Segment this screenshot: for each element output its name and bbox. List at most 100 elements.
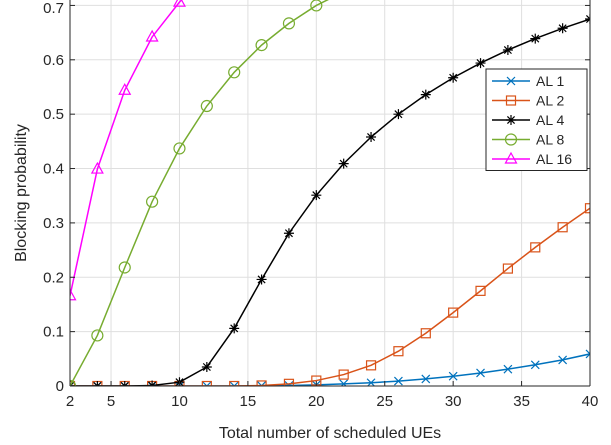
y-tick-label: 0.1 <box>43 324 64 341</box>
data-point-al-2 <box>502 263 513 274</box>
data-point-al-4 <box>338 158 349 169</box>
data-point-al-4 <box>311 190 322 201</box>
series-line-al-16 <box>70 0 183 296</box>
legend-label-al-8: AL 8 <box>536 132 564 148</box>
legend-marker-al-2 <box>505 95 517 106</box>
y-tick-label: 0.2 <box>43 269 64 286</box>
data-point-al-8 <box>282 17 296 30</box>
x-tick-label: 10 <box>171 393 188 410</box>
series-line-al-8 <box>70 0 329 386</box>
legend-marker-al-8 <box>504 133 518 146</box>
data-point-al-1 <box>175 381 184 386</box>
legend-entry-al-4: AL 4 <box>492 112 564 128</box>
data-point-al-2 <box>283 378 295 386</box>
x-tick-label: 40 <box>582 393 599 410</box>
legend-label-al-2: AL 2 <box>536 93 564 109</box>
legend-marker-al-16 <box>504 151 518 164</box>
series-line-al-1 <box>70 353 590 386</box>
y-tick-label: 0.4 <box>43 161 64 178</box>
data-point-al-8 <box>173 142 186 155</box>
legend-entry-al-16: AL 16 <box>492 151 572 167</box>
data-point-al-2 <box>201 380 212 386</box>
data-point-al-4 <box>475 58 486 69</box>
data-point-al-1 <box>503 364 513 374</box>
x-tick-label: 5 <box>107 393 115 410</box>
legend-entry-al-8: AL 8 <box>492 132 564 148</box>
data-point-al-16 <box>90 161 104 174</box>
data-point-al-4 <box>502 45 513 56</box>
data-point-al-1 <box>558 355 568 365</box>
data-point-al-2 <box>448 307 459 318</box>
x-tick-label: 2 <box>66 393 74 410</box>
data-point-al-8 <box>310 0 323 12</box>
data-point-al-2 <box>475 285 486 296</box>
data-point-al-1 <box>421 374 431 384</box>
data-point-al-8 <box>255 39 268 52</box>
legend-marker-al-4 <box>506 115 516 125</box>
data-point-al-16 <box>145 29 159 42</box>
data-point-al-2 <box>584 203 590 214</box>
x-axis-label: Total number of scheduled UEs <box>219 425 441 442</box>
data-point-al-2 <box>530 242 541 253</box>
y-tick-label: 0.7 <box>43 0 64 17</box>
data-point-al-1 <box>339 379 349 386</box>
data-point-al-4 <box>557 23 568 34</box>
y-tick-label: 0 <box>56 378 64 395</box>
series-al-4 <box>70 14 590 386</box>
y-tick-label: 0.6 <box>43 52 64 69</box>
data-point-al-4 <box>448 72 459 83</box>
data-point-al-2 <box>393 346 404 357</box>
legend-label-al-16: AL 16 <box>536 151 572 167</box>
data-point-al-1 <box>366 378 376 386</box>
data-point-al-16 <box>70 288 77 301</box>
legend: AL 1 AL 2 AL 4 AL 8 AL 16 <box>485 68 588 171</box>
data-point-al-8 <box>200 99 213 113</box>
data-point-al-1 <box>229 381 239 386</box>
data-point-al-4 <box>229 323 240 334</box>
x-tick-label: 35 <box>513 393 530 410</box>
data-point-al-1 <box>476 368 485 378</box>
legend-marker-al-1 <box>506 76 516 86</box>
tick-labels: 00.10.20.30.40.50.60.72 5 10 15 20 25 30 35 40 <box>43 0 598 410</box>
data-point-al-4 <box>366 132 377 143</box>
axes <box>69 0 591 387</box>
data-point-al-4 <box>393 109 404 120</box>
legend-label-al-1: AL 1 <box>536 73 564 89</box>
legend-entry-al-2: AL 2 <box>492 93 564 109</box>
data-point-al-2 <box>338 369 349 380</box>
data-point-al-2 <box>229 380 240 386</box>
y-tick-label: 0.3 <box>43 215 64 232</box>
data-point-al-4 <box>147 380 158 386</box>
data-point-al-16 <box>118 83 132 95</box>
x-tick-label: 25 <box>376 393 393 410</box>
y-axis-label: Blocking probability <box>13 124 30 262</box>
x-tick-label: 20 <box>308 393 325 410</box>
data-point-al-4 <box>256 274 267 285</box>
data-point-al-8 <box>146 195 159 208</box>
data-point-al-1 <box>393 376 403 386</box>
data-point-al-4 <box>530 33 541 44</box>
x-tick-label: 30 <box>445 393 462 410</box>
x-tick-label: 15 <box>240 393 257 410</box>
legend-entry-al-1: AL 1 <box>492 73 564 89</box>
legend-label-al-4: AL 4 <box>536 112 564 128</box>
plot-area <box>70 0 590 386</box>
data-point-al-4 <box>420 89 431 100</box>
data-point-al-2 <box>420 328 431 339</box>
data-point-al-1 <box>448 371 458 381</box>
data-point-al-1 <box>530 360 540 370</box>
data-point-al-4 <box>283 228 294 239</box>
data-point-al-8 <box>91 329 104 342</box>
series-al-16 <box>70 0 186 301</box>
y-tick-label: 0.5 <box>43 106 64 123</box>
data-point-al-1 <box>202 381 212 386</box>
data-point-al-2 <box>256 380 267 386</box>
data-point-al-2 <box>365 360 377 371</box>
data-point-al-16 <box>172 0 186 7</box>
data-point-al-1 <box>585 349 590 359</box>
data-point-al-2 <box>557 222 568 233</box>
data-point-al-8 <box>228 66 241 79</box>
series-al-8 <box>70 0 329 386</box>
data-point-al-8 <box>118 261 131 274</box>
